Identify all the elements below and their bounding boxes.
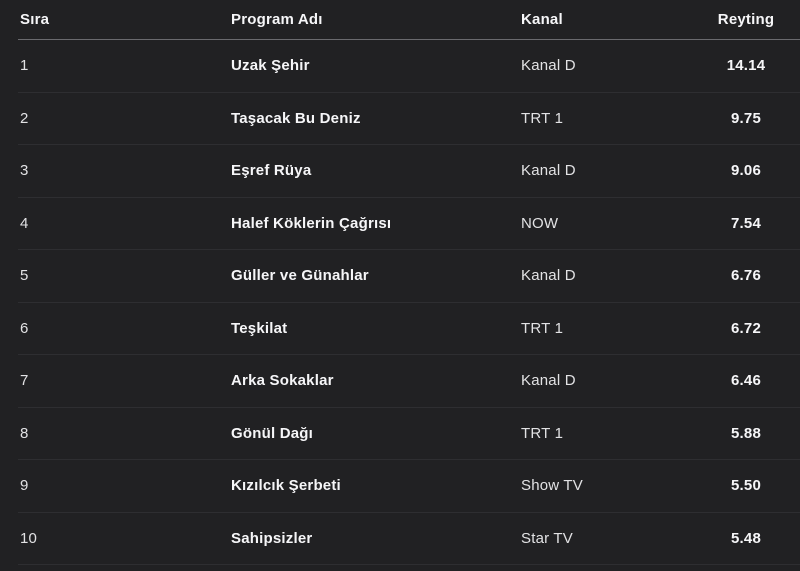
row-divider [18,354,800,355]
rank-cell: 5 [20,267,29,285]
channel-cell: TRT 1 [521,424,564,442]
channel-cell: TRT 1 [521,319,564,337]
rank-cell: 1 [20,57,29,75]
channel-cell: NOW [521,214,559,232]
program-cell: Sahipsizler [231,529,313,547]
table-row: 9 Kızılcık Şerbeti Show TV 5.50 [0,460,800,513]
table-row: 8 Gönül Dağı TRT 1 5.88 [0,408,800,460]
rank-cell: 10 [20,529,38,547]
column-header-channel: Kanal [521,11,563,28]
column-header-program: Program Adı [231,11,323,28]
rating-cell: 5.50 [731,477,761,495]
row-divider [18,196,800,198]
rank-cell: 3 [20,162,29,180]
row-divider [18,144,800,145]
channel-cell: Kanal D [521,57,576,75]
rank-cell: 7 [20,372,29,390]
row-divider [18,301,800,303]
rating-cell: 6.72 [731,319,761,337]
rating-cell: 9.06 [731,162,761,180]
table-row: 7 Arka Sokaklar Kanal D 6.46 [0,355,800,408]
rank-cell: 4 [20,214,29,232]
channel-cell: Kanal D [521,162,576,180]
rank-cell: 6 [20,319,29,337]
program-cell: Eşref Rüya [231,162,312,180]
channel-cell: Show TV [521,477,583,495]
row-divider [18,91,800,93]
program-cell: Taşacak Bu Deniz [231,109,361,127]
rank-cell: 2 [20,109,29,127]
rank-cell: 8 [20,424,29,442]
rating-cell: 9.75 [731,109,761,127]
table-row: 5 Güller ve Günahlar Kanal D 6.76 [0,250,800,303]
row-divider [18,406,800,408]
program-cell: Arka Sokaklar [231,372,334,390]
rating-cell: 7.54 [731,214,761,232]
header-divider [18,39,800,40]
table-row: 10 Sahipsizler Star TV 5.48 [0,513,800,565]
column-header-rating: Reyting [717,11,775,28]
rank-cell: 9 [20,477,29,495]
row-divider [18,511,800,513]
table-row: 6 Teşkilat TRT 1 6.72 [0,303,800,355]
row-divider [18,459,800,460]
channel-cell: Star TV [521,529,573,547]
row-divider [18,249,800,250]
rating-cell: 14.14 [726,57,766,75]
program-cell: Gönül Dağı [231,424,313,442]
program-cell: Uzak Şehir [231,57,310,75]
program-cell: Halef Köklerin Çağrısı [231,214,392,232]
row-divider [18,564,800,565]
program-cell: Kızılcık Şerbeti [231,477,341,495]
channel-cell: TRT 1 [521,109,564,127]
rating-cell: 6.76 [731,267,761,285]
table-row: 3 Eşref Rüya Kanal D 9.06 [0,145,800,198]
table-row: 2 Taşacak Bu Deniz TRT 1 9.75 [0,93,800,145]
table-header-row: Sıra Program Adı Kanal Reyting [0,0,800,39]
rating-cell: 5.88 [731,424,761,442]
table-row: 1 Uzak Şehir Kanal D 14.14 [0,40,800,93]
program-cell: Güller ve Günahlar [231,267,369,285]
column-header-rank: Sıra [20,11,50,28]
program-cell: Teşkilat [231,319,288,337]
table-body: 1 Uzak Şehir Kanal D 14.14 2 Taşacak Bu … [0,40,800,565]
table-row: 4 Halef Köklerin Çağrısı NOW 7.54 [0,198,800,250]
rating-cell: 6.46 [731,372,761,390]
channel-cell: Kanal D [521,267,576,285]
channel-cell: Kanal D [521,372,576,390]
rating-cell: 5.48 [731,529,761,547]
